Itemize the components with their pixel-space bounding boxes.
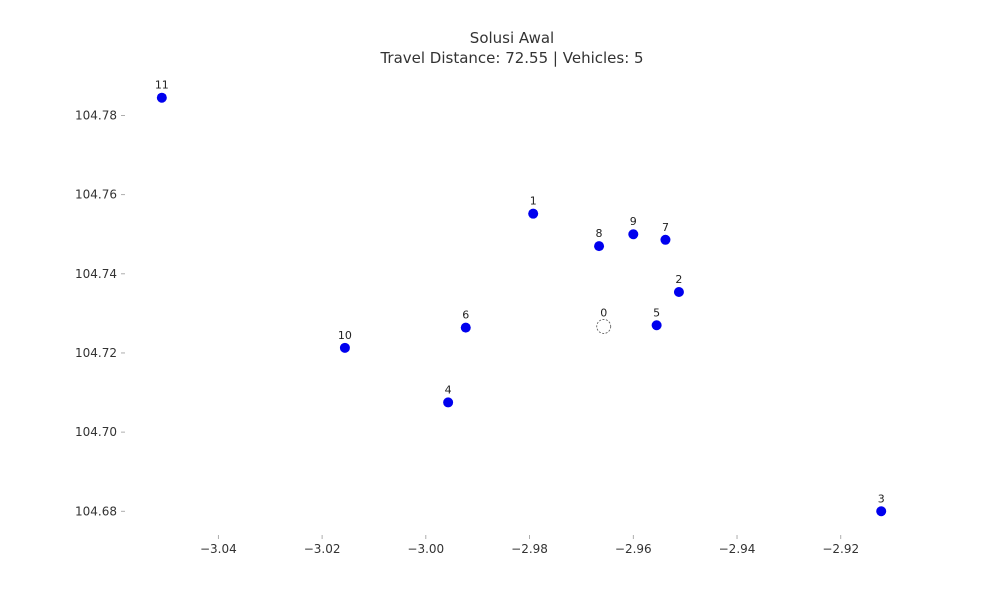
- x-tick-label: −3.04: [200, 542, 237, 556]
- x-tick-label: −2.92: [822, 542, 859, 556]
- y-tick-label: 104.68: [75, 504, 117, 518]
- depot-marker: [596, 319, 612, 334]
- y-tick-label: 104.72: [75, 346, 117, 360]
- chart-subtitle: Travel Distance: 72.55 | Vehicles: 5: [379, 49, 643, 67]
- customer-point-label: 9: [630, 215, 637, 228]
- customer-point-label: 6: [462, 309, 469, 322]
- customer-point-label: 8: [596, 227, 603, 240]
- y-tick-label: 104.76: [75, 188, 117, 202]
- depot-label: 0: [600, 306, 607, 319]
- customer-point: [628, 229, 639, 240]
- x-tick-label: −3.02: [304, 542, 341, 556]
- x-axis: −3.04 −3.02 −3.00 −2.98 −2.96 −2.94 −2.92: [200, 535, 859, 556]
- customer-point: [339, 342, 350, 353]
- customer-point: [673, 287, 684, 298]
- customer-point: [594, 241, 605, 252]
- x-tick-label: −2.98: [511, 542, 548, 556]
- customer-point: [660, 234, 671, 245]
- customer-point-label: 1: [530, 195, 537, 208]
- customer-point-label: 3: [878, 492, 885, 505]
- x-tick-label: −2.94: [719, 542, 756, 556]
- y-axis: 104.68 104.70 104.72 104.74 104.76 104.78: [75, 109, 125, 518]
- x-tick-label: −2.96: [615, 542, 652, 556]
- customer-point: [156, 92, 167, 103]
- y-tick-label: 104.70: [75, 425, 117, 439]
- customer-point: [528, 208, 539, 219]
- customer-point: [460, 322, 471, 333]
- points-layer: 0 1 2 3 4 5 6 7 8 9 10 11: [155, 79, 887, 517]
- customer-point-label: 2: [675, 273, 682, 286]
- customer-point: [651, 320, 662, 331]
- chart-title: Solusi Awal: [470, 29, 554, 47]
- customer-point: [443, 397, 454, 408]
- customer-point-label: 4: [445, 383, 452, 396]
- customer-point-label: 11: [155, 79, 169, 92]
- customer-point-label: 7: [662, 221, 669, 234]
- customer-point-label: 5: [653, 306, 660, 319]
- x-tick-label: −3.00: [407, 542, 444, 556]
- customer-point-label: 10: [338, 329, 352, 342]
- y-tick-label: 104.74: [75, 267, 117, 281]
- y-tick-label: 104.78: [75, 109, 117, 123]
- customer-point: [876, 506, 887, 517]
